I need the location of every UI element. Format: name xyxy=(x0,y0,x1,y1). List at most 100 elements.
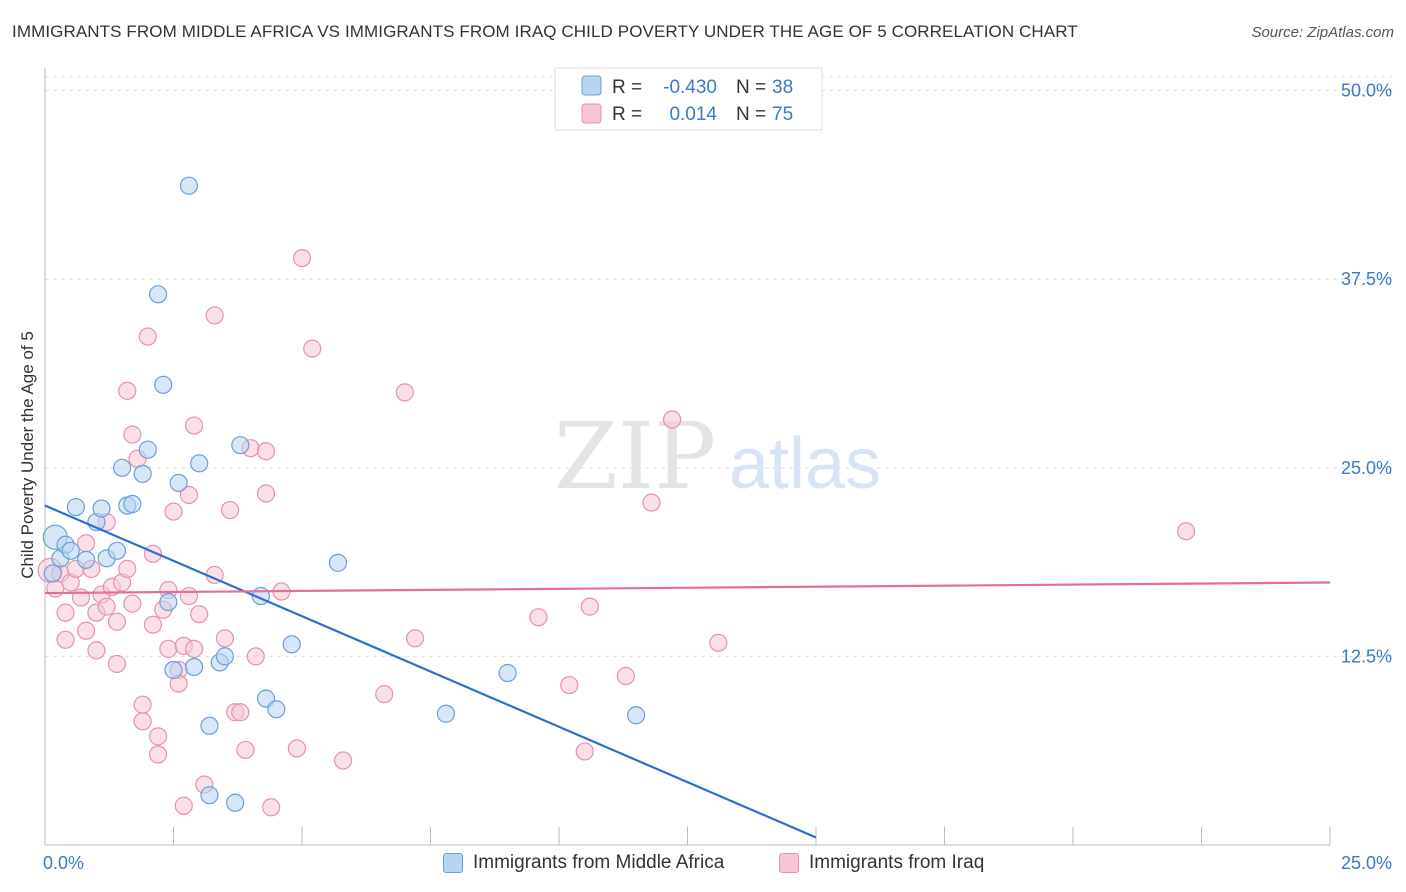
data-point-iraq xyxy=(205,306,224,325)
data-point-iraq xyxy=(133,712,152,731)
data-point-iraq xyxy=(662,410,682,429)
data-point-middle-africa xyxy=(200,716,219,735)
data-point-middle-africa xyxy=(215,647,234,666)
data-point-iraq xyxy=(292,249,312,268)
data-point-middle-africa xyxy=(179,176,199,195)
data-point-iraq xyxy=(256,442,276,461)
data-point-iraq xyxy=(159,639,178,658)
data-point-middle-africa xyxy=(190,454,209,473)
data-point-middle-africa xyxy=(148,285,168,304)
data-point-middle-africa xyxy=(226,793,245,812)
data-point-middle-africa xyxy=(164,660,183,680)
data-point-iraq xyxy=(642,493,661,512)
data-point-middle-africa xyxy=(138,440,157,459)
source-label: Source: ZipAtlas.com xyxy=(1251,24,1394,41)
stats-legend-n-value: 75 xyxy=(772,104,793,125)
data-point-iraq xyxy=(123,425,142,444)
gridlines xyxy=(45,76,1392,657)
data-point-iraq xyxy=(709,633,728,652)
stats-legend-r-label: R = xyxy=(612,104,642,125)
data-point-iraq xyxy=(184,416,204,435)
legend-item-iraq: Immigrants from Iraq xyxy=(779,852,984,874)
data-point-iraq xyxy=(231,703,250,722)
data-point-iraq xyxy=(190,605,209,624)
data-point-middle-africa xyxy=(66,497,85,517)
data-point-middle-africa xyxy=(231,436,250,455)
data-point-middle-africa xyxy=(328,553,348,572)
legend-swatch-pink xyxy=(779,853,799,873)
data-point-middle-africa xyxy=(123,494,142,514)
x-tick-labels: 0.0% 25.0% xyxy=(43,853,1392,873)
data-point-iraq xyxy=(56,630,75,649)
y-tick-label: 25.0% xyxy=(1341,458,1392,478)
data-point-middle-africa xyxy=(107,541,127,560)
watermark-atlas: atlas xyxy=(729,424,881,504)
stats-legend-swatch-pink xyxy=(581,103,602,124)
data-point-iraq xyxy=(87,641,106,660)
data-point-iraq xyxy=(303,339,322,358)
data-point-middle-africa xyxy=(112,458,132,477)
stats-legend: R = -0.430 N = 38 R = 0.014 N = 75 xyxy=(554,67,823,131)
stats-legend-r-label: R = xyxy=(612,77,642,98)
legend-label-iraq: Immigrants from Iraq xyxy=(809,852,985,873)
watermark-zip: ZIP xyxy=(554,403,716,510)
series-iraq-points xyxy=(37,249,1196,817)
data-point-middle-africa xyxy=(169,473,188,493)
axes xyxy=(44,68,1331,846)
trendline-middle-africa xyxy=(44,504,817,839)
data-point-middle-africa xyxy=(436,704,456,723)
data-point-iraq xyxy=(375,685,394,704)
legend-swatch-blue xyxy=(443,853,463,873)
y-tick-labels: 12.5% 25.0% 37.5% 50.0% xyxy=(1341,81,1392,667)
data-point-iraq xyxy=(118,559,137,579)
data-point-middle-africa xyxy=(626,706,646,725)
x-tick-label: 25.0% xyxy=(1341,853,1392,873)
data-point-iraq xyxy=(46,579,65,598)
data-point-iraq xyxy=(164,502,183,521)
data-point-middle-africa xyxy=(154,375,173,394)
data-point-iraq xyxy=(107,612,127,631)
data-point-iraq xyxy=(220,500,240,520)
data-point-middle-africa xyxy=(282,635,301,654)
data-point-iraq xyxy=(287,739,306,758)
stats-legend-swatch-blue xyxy=(581,75,602,96)
data-point-iraq xyxy=(1176,522,1196,541)
stats-legend-n-label: N = xyxy=(736,104,766,125)
data-point-middle-africa xyxy=(133,464,152,483)
data-point-iraq xyxy=(123,594,142,613)
chart-title: IMMIGRANTS FROM MIDDLE AFRICA VS IMMIGRA… xyxy=(12,22,1078,41)
trendlines xyxy=(44,504,1331,839)
series-middle-africa-points xyxy=(42,176,646,812)
data-point-middle-africa xyxy=(200,786,219,805)
data-point-iraq xyxy=(575,742,594,761)
trendline-iraq xyxy=(44,581,1331,595)
data-point-middle-africa xyxy=(43,564,62,583)
data-point-iraq xyxy=(148,727,168,746)
data-point-middle-africa xyxy=(77,550,96,569)
data-point-iraq xyxy=(77,621,96,640)
series-legend: Immigrants from Middle Africa Immigrants… xyxy=(0,852,1406,878)
stats-legend-r-value: -0.430 xyxy=(663,77,717,98)
data-point-iraq xyxy=(215,629,234,648)
data-point-middle-africa xyxy=(92,499,111,518)
data-point-iraq xyxy=(580,597,599,616)
data-point-iraq xyxy=(616,666,635,686)
data-point-iraq xyxy=(118,381,137,400)
data-point-iraq xyxy=(77,534,96,553)
data-point-iraq xyxy=(334,751,353,770)
data-point-iraq xyxy=(395,383,414,402)
legend-item-middle-africa: Immigrants from Middle Africa xyxy=(443,852,724,874)
data-point-iraq xyxy=(107,654,127,674)
data-point-middle-africa xyxy=(267,700,286,719)
data-point-iraq xyxy=(143,615,163,634)
data-point-iraq xyxy=(529,608,548,627)
y-tick-label: 12.5% xyxy=(1341,646,1392,666)
stats-legend-n-label: N = xyxy=(736,77,766,98)
stats-legend-r-value: 0.014 xyxy=(669,104,717,125)
data-point-middle-africa xyxy=(498,663,517,683)
data-point-iraq xyxy=(184,639,204,658)
data-point-iraq xyxy=(179,485,199,505)
stats-legend-n-value: 38 xyxy=(772,77,793,98)
y-tick-label: 50.0% xyxy=(1341,81,1392,101)
